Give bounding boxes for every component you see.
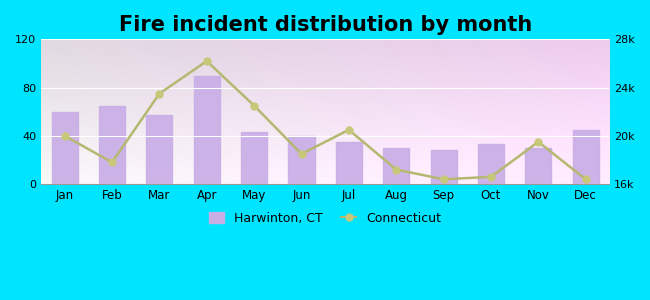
Bar	[384, 148, 410, 184]
Bar	[573, 130, 599, 184]
Title: Fire incident distribution by month: Fire incident distribution by month	[118, 15, 532, 35]
Legend: Harwinton, CT, Connecticut: Harwinton, CT, Connecticut	[204, 207, 447, 230]
Bar	[51, 112, 78, 184]
Bar	[194, 76, 220, 184]
Bar	[241, 132, 267, 184]
Bar	[336, 142, 362, 184]
Bar	[478, 144, 504, 184]
Bar	[146, 115, 172, 184]
Bar	[430, 150, 457, 184]
Bar	[99, 106, 125, 184]
Bar	[289, 136, 315, 184]
Bar	[525, 148, 551, 184]
